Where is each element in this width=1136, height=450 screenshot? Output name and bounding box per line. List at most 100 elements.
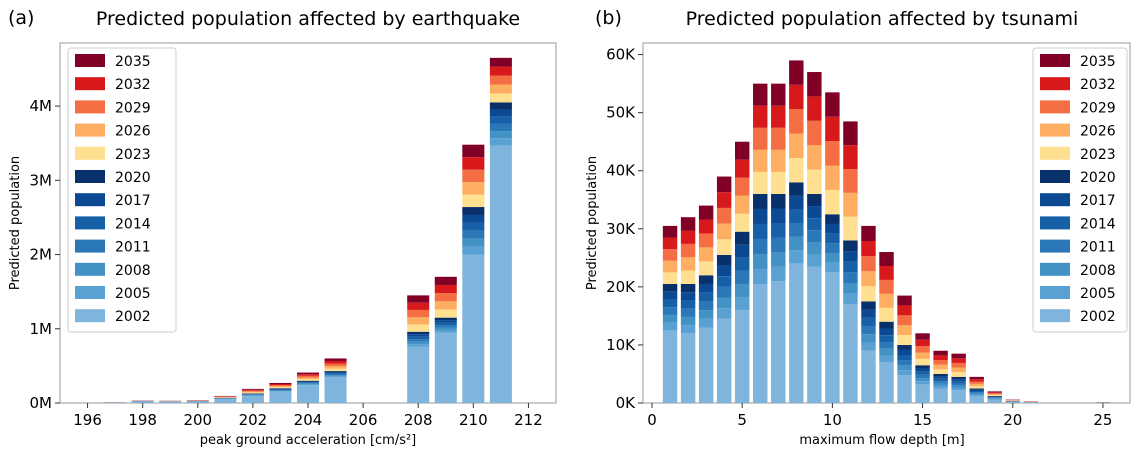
bar-segment-2002 bbox=[825, 272, 840, 403]
bar-segment-2014 bbox=[771, 223, 786, 238]
legend-label-2014: 2014 bbox=[115, 216, 151, 232]
bar-segment-2014 bbox=[698, 292, 714, 302]
bar-segment-2014 bbox=[434, 322, 457, 326]
bar-segment-2020 bbox=[879, 321, 894, 329]
bar-segment-2014 bbox=[407, 336, 430, 340]
bar-segment-2020 bbox=[407, 331, 430, 335]
legend-swatch-2029 bbox=[1040, 100, 1070, 114]
bar-segment-2026 bbox=[462, 182, 485, 195]
earthquake-bars bbox=[104, 57, 512, 403]
y-tick-label: 20K bbox=[606, 278, 636, 296]
legend-swatch-2005 bbox=[75, 286, 105, 299]
legend-label-2008: 2008 bbox=[1080, 263, 1116, 279]
bar-segment-2029 bbox=[879, 279, 894, 294]
bar-segment-2002 bbox=[407, 346, 430, 403]
bar-segment-2017 bbox=[716, 265, 732, 277]
bar-segment-2020 bbox=[897, 344, 912, 350]
bar-segment-2017 bbox=[951, 379, 966, 382]
bar-segment-2029 bbox=[241, 390, 264, 392]
bar-segment-2008 bbox=[933, 383, 948, 387]
bar-segment-2005 bbox=[407, 344, 430, 347]
bar-segment-2035 bbox=[897, 295, 912, 306]
earthquake-ticks: 196 198 200 202 204 206 208 210 212 0M 1M 2M 3M 4M bbox=[30, 97, 543, 429]
bar-segment-2002 bbox=[462, 254, 485, 403]
bar-segment-2026 bbox=[407, 317, 430, 325]
bar-segment-2011 bbox=[489, 123, 512, 132]
tsunami-legend: 2035 2032 2029 2026 2023 2020 2017 2014 2011 2008… bbox=[1032, 47, 1128, 333]
bar-segment-2026 bbox=[771, 149, 786, 172]
bar-segment-2029 bbox=[825, 141, 840, 166]
bar-segment-2023 bbox=[987, 395, 1002, 397]
bar-segment-2002 bbox=[489, 145, 512, 403]
bar-segment-2035 bbox=[662, 225, 678, 238]
bar-segment-2026 bbox=[753, 149, 768, 172]
bar-segment-2032 bbox=[324, 360, 347, 364]
bar-segment-2008 bbox=[843, 283, 858, 294]
bar-segment-2035 bbox=[753, 83, 768, 106]
bar-segment-2023 bbox=[662, 272, 678, 284]
bar-segment-2017 bbox=[462, 214, 485, 223]
bar-segment-2023 bbox=[915, 358, 930, 366]
x-tick-label: 202 bbox=[239, 411, 268, 429]
bar-segment-2029 bbox=[951, 362, 966, 368]
y-tick-label: 10K bbox=[606, 336, 636, 354]
bar-segment-2023 bbox=[407, 324, 430, 332]
bar-segment-2035 bbox=[698, 205, 714, 220]
bar-segment-2020 bbox=[987, 396, 1002, 397]
legend-label-2011: 2011 bbox=[115, 240, 151, 256]
legend-swatch-2023 bbox=[1040, 146, 1070, 160]
bar-segment-2023 bbox=[843, 216, 858, 241]
bar-segment-2008 bbox=[407, 341, 430, 345]
legend-label-2023: 2023 bbox=[1080, 147, 1116, 163]
bar-segment-2014 bbox=[951, 381, 966, 384]
bar-segment-2026 bbox=[296, 377, 320, 380]
bar-segment-2002 bbox=[159, 401, 182, 403]
bar-segment-2032 bbox=[987, 392, 1002, 394]
tsunami-ticks: 0 5 10 15 20 25 0K 10K 20K 30K 40K 50K 60K bbox=[606, 46, 1112, 429]
legend-label-2032: 2032 bbox=[115, 77, 151, 93]
legend-label-2023: 2023 bbox=[115, 147, 151, 163]
bar-segment-2002 bbox=[879, 362, 894, 403]
bar-segment-2023 bbox=[489, 93, 512, 103]
bar-segment-2017 bbox=[698, 283, 714, 293]
legend-label-2002: 2002 bbox=[115, 309, 151, 325]
bar-segment-2023 bbox=[951, 372, 966, 377]
legend-swatch-2008 bbox=[1040, 262, 1070, 276]
bar-segment-2023 bbox=[434, 309, 457, 318]
y-tick-label: 3M bbox=[30, 171, 53, 189]
bar-segment-2023 bbox=[241, 392, 264, 394]
bar-segment-2014 bbox=[753, 223, 768, 239]
bar-segment-2020 bbox=[324, 371, 347, 373]
bar-segment-2032 bbox=[734, 159, 750, 178]
bar-segment-2032 bbox=[807, 96, 822, 121]
bar-segment-2032 bbox=[753, 105, 768, 128]
bar-segment-2014 bbox=[680, 300, 696, 309]
bar-segment-2029 bbox=[897, 315, 912, 326]
bar-segment-2008 bbox=[861, 334, 876, 343]
legend-label-2035: 2035 bbox=[1080, 54, 1116, 70]
bar-segment-2011 bbox=[269, 390, 292, 391]
bar-segment-2005 bbox=[716, 308, 732, 319]
legend-swatch-2002 bbox=[75, 309, 105, 323]
x-tick-label: 200 bbox=[183, 411, 212, 429]
bar-segment-2002 bbox=[680, 333, 696, 403]
bar-segment-2026 bbox=[843, 192, 858, 217]
bar-segment-2026 bbox=[825, 165, 840, 190]
bar-segment-2017 bbox=[879, 328, 894, 336]
bar-segment-2029 bbox=[489, 75, 512, 85]
bar-segment-2005 bbox=[489, 138, 512, 146]
legend-label-2014: 2014 bbox=[1080, 216, 1116, 232]
bar-segment-2032 bbox=[825, 116, 840, 142]
bar-segment-2023 bbox=[269, 387, 292, 389]
bar-segment-2008 bbox=[462, 238, 485, 247]
bar-segment-2011 bbox=[915, 374, 930, 379]
bar-segment-2029 bbox=[324, 363, 347, 367]
bar-segment-2002 bbox=[789, 263, 804, 403]
bar-segment-2035 bbox=[241, 388, 264, 390]
bar-segment-2002 bbox=[861, 350, 876, 403]
bar-segment-2026 bbox=[915, 352, 930, 359]
bar-segment-2029 bbox=[987, 393, 1002, 395]
x-tick-label: 204 bbox=[294, 411, 323, 429]
bar-segment-2035 bbox=[843, 121, 858, 146]
